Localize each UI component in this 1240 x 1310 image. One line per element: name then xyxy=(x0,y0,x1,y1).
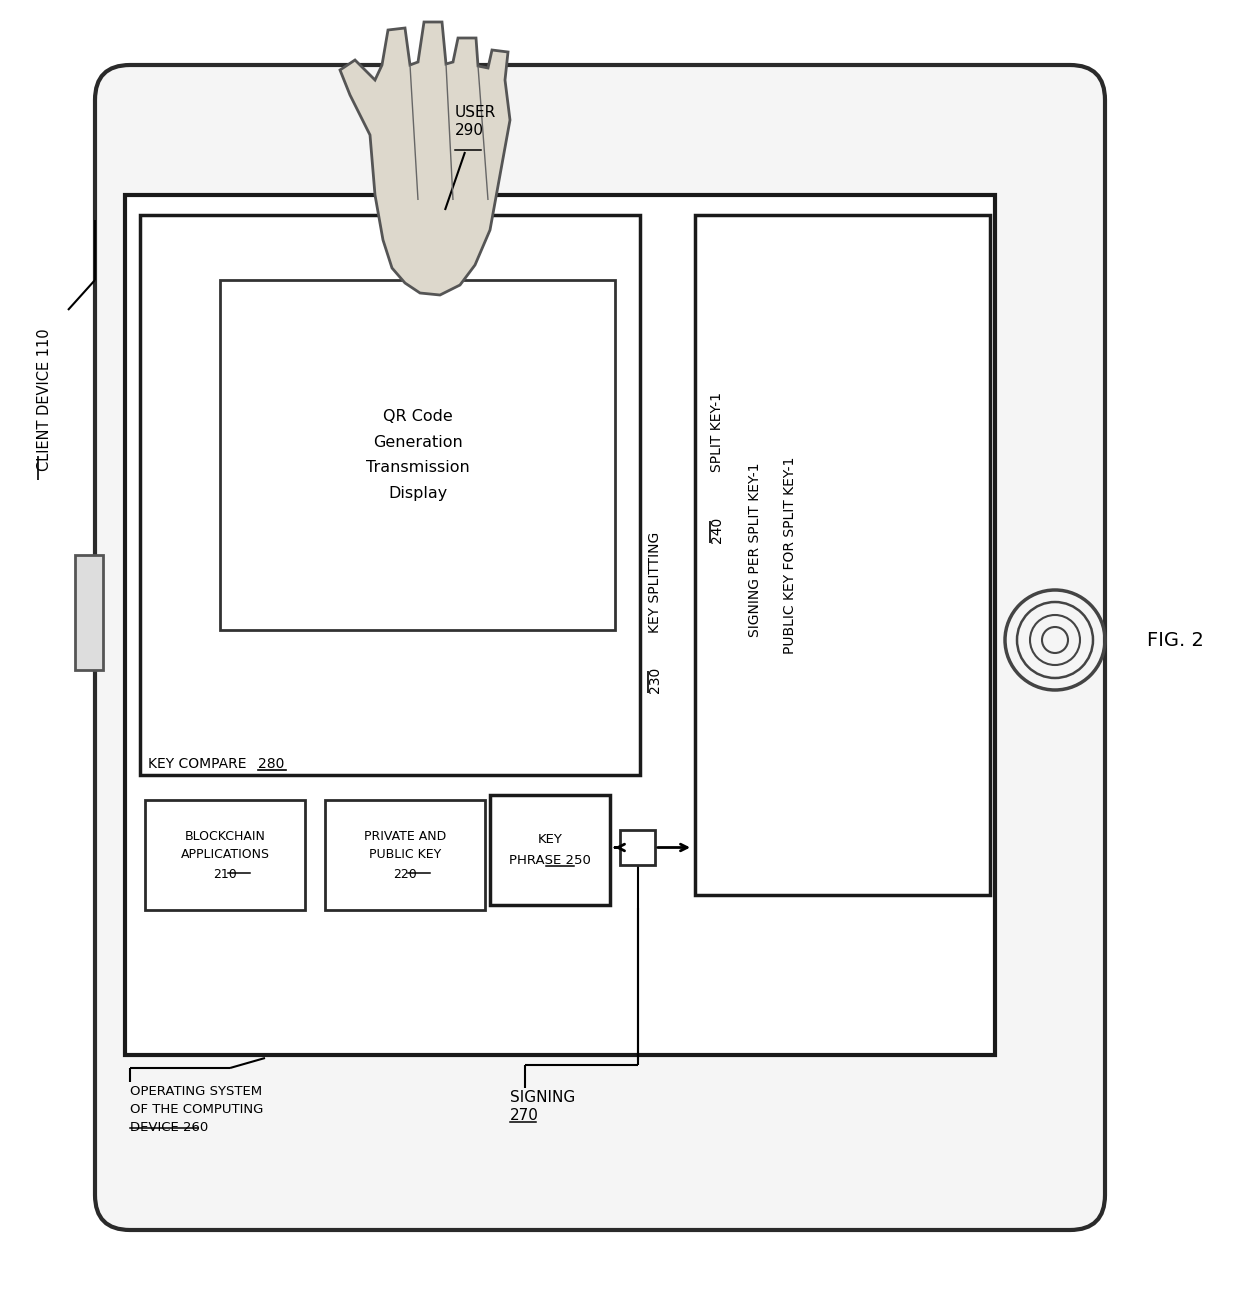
Text: PRIVATE AND
PUBLIC KEY
220: PRIVATE AND PUBLIC KEY 220 xyxy=(363,829,446,880)
Bar xyxy=(74,555,103,669)
Text: USER: USER xyxy=(455,105,496,121)
Text: 270: 270 xyxy=(510,1108,539,1123)
Text: 240: 240 xyxy=(711,517,724,544)
Text: BLOCKCHAIN
APPLICATIONS
210: BLOCKCHAIN APPLICATIONS 210 xyxy=(181,829,269,880)
Text: PUBLIC KEY FOR SPLIT KEY-1: PUBLIC KEY FOR SPLIT KEY-1 xyxy=(782,456,797,654)
Bar xyxy=(325,800,485,910)
Text: 280: 280 xyxy=(258,757,284,772)
Bar xyxy=(125,195,994,1055)
Bar xyxy=(145,800,305,910)
Bar xyxy=(490,795,610,905)
Text: 290: 290 xyxy=(455,123,484,138)
Bar xyxy=(620,831,655,865)
Bar xyxy=(140,215,640,776)
Bar xyxy=(694,215,990,895)
Text: KEY
PHRASE 250: KEY PHRASE 250 xyxy=(510,833,591,867)
Text: SPLIT KEY-1: SPLIT KEY-1 xyxy=(711,388,724,472)
Text: KEY COMPARE: KEY COMPARE xyxy=(148,757,250,772)
Text: KEY SPLITTING: KEY SPLITTING xyxy=(649,527,662,633)
Text: CLIENT DEVICE 110: CLIENT DEVICE 110 xyxy=(37,329,52,472)
Text: FIG. 2: FIG. 2 xyxy=(1147,630,1204,650)
Text: 230: 230 xyxy=(649,667,662,693)
FancyBboxPatch shape xyxy=(95,66,1105,1230)
Bar xyxy=(219,280,615,630)
Text: QR Code
Generation
Transmission
Display: QR Code Generation Transmission Display xyxy=(366,409,470,502)
Text: OPERATING SYSTEM
OF THE COMPUTING
DEVICE 260: OPERATING SYSTEM OF THE COMPUTING DEVICE… xyxy=(130,1085,263,1134)
Text: SIGNING: SIGNING xyxy=(510,1090,575,1106)
Polygon shape xyxy=(340,22,510,295)
Text: SIGNING PER SPLIT KEY-1: SIGNING PER SPLIT KEY-1 xyxy=(748,462,763,637)
